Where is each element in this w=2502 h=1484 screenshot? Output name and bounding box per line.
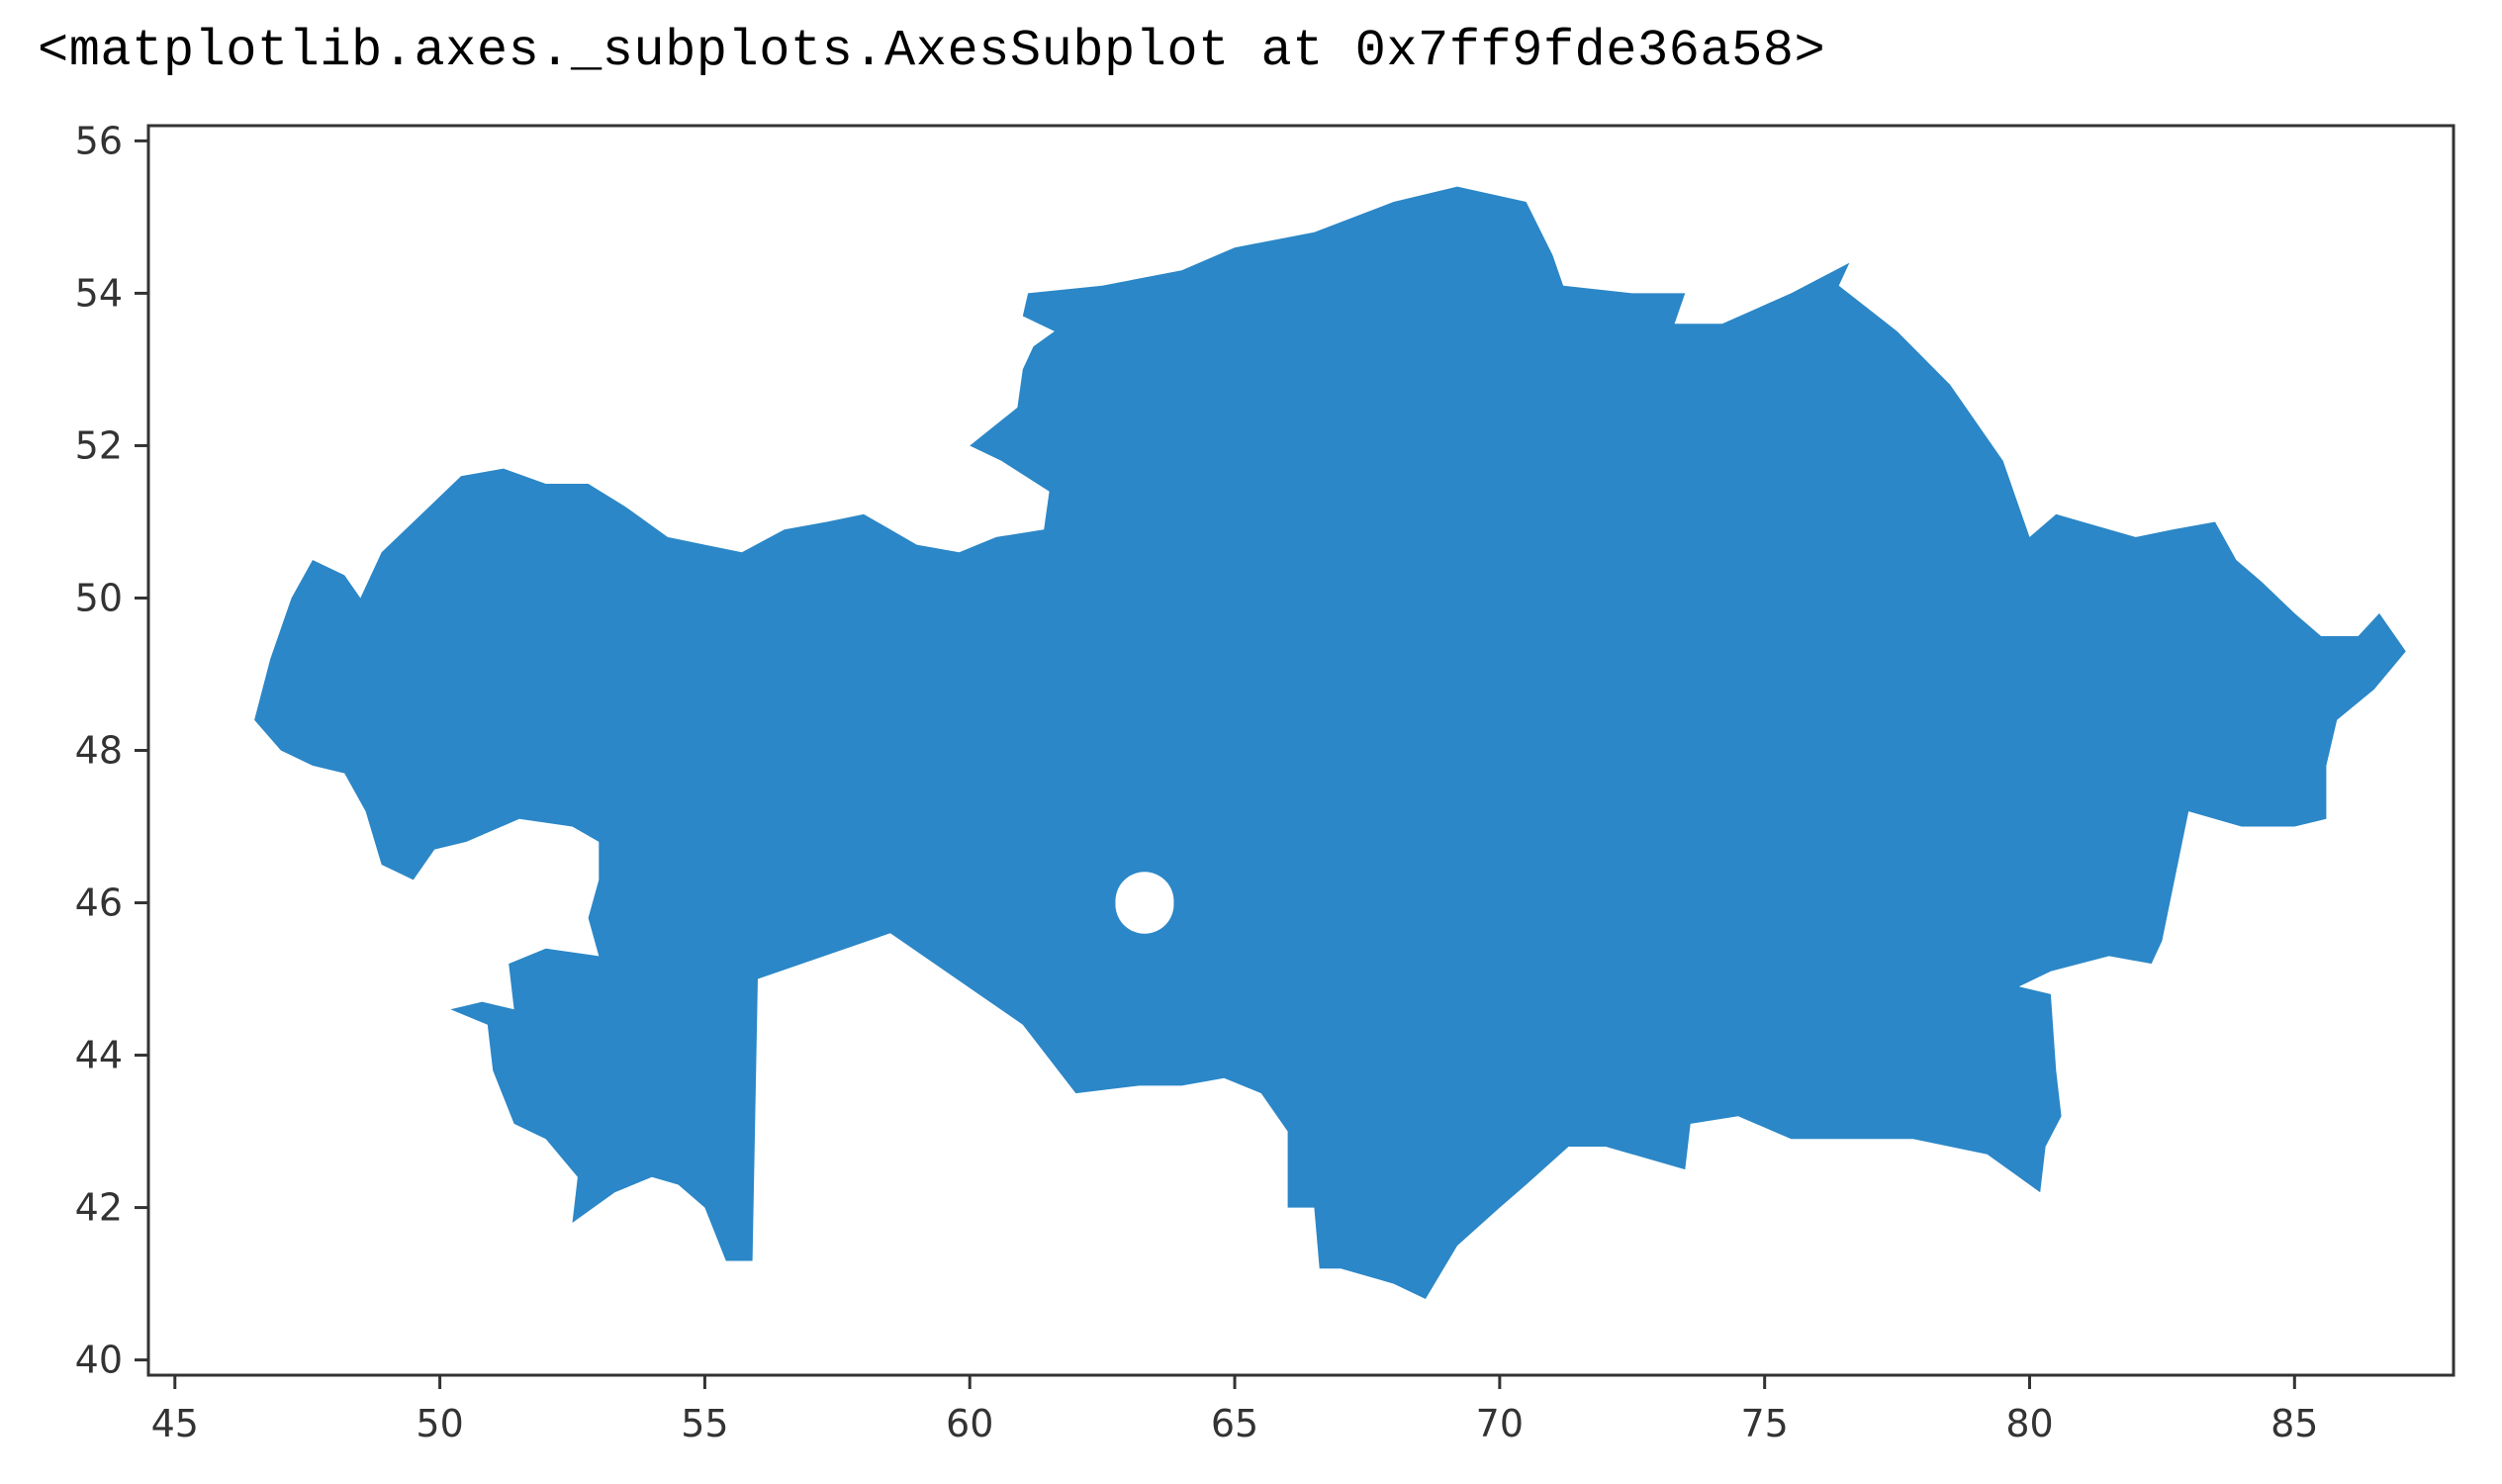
x-tick-label: 75 bbox=[1740, 1402, 1788, 1445]
x-tick-label: 45 bbox=[151, 1402, 199, 1445]
map-layer bbox=[254, 186, 2406, 1300]
x-axis: 45 50 55 60 65 70 75 80 85 bbox=[151, 1375, 2318, 1445]
y-tick-label: 48 bbox=[75, 729, 123, 773]
x-tick-label: 80 bbox=[2005, 1402, 2053, 1445]
y-tick-label: 44 bbox=[75, 1034, 123, 1077]
x-tick-label: 65 bbox=[1211, 1402, 1258, 1445]
y-tick-label: 52 bbox=[75, 423, 123, 467]
y-tick-label: 46 bbox=[75, 881, 123, 925]
y-tick-label: 40 bbox=[75, 1339, 123, 1382]
cell-output-text: <matplotlib.axes._subplots.AxesSubplot a… bbox=[38, 22, 1826, 80]
y-tick-label: 50 bbox=[75, 576, 123, 619]
y-tick-label: 56 bbox=[75, 119, 123, 162]
y-tick-label: 42 bbox=[75, 1186, 123, 1230]
x-tick-label: 70 bbox=[1476, 1402, 1524, 1445]
x-tick-label: 60 bbox=[946, 1402, 993, 1445]
x-tick-label: 85 bbox=[2270, 1402, 2318, 1445]
country-shape bbox=[254, 186, 2406, 1300]
y-tick-label: 54 bbox=[75, 271, 123, 315]
y-axis: 40 42 44 46 48 50 52 54 56 bbox=[75, 119, 148, 1382]
x-tick-label: 50 bbox=[416, 1402, 463, 1445]
x-tick-label: 55 bbox=[681, 1402, 728, 1445]
